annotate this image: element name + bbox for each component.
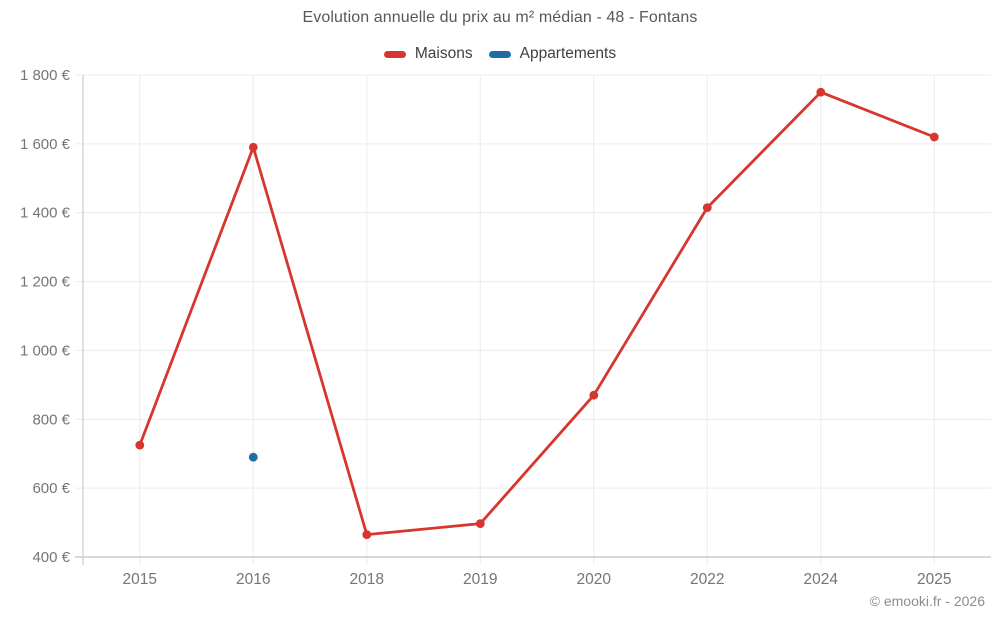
y-tick-label: 600 € [32,480,70,497]
y-tick-label: 1 400 € [20,205,71,222]
y-tick-label: 1 800 € [20,67,71,84]
legend-label-appartements: Appartements [519,45,617,62]
x-tick-label: 2019 [463,571,497,588]
x-tick-label: 2016 [236,571,270,588]
maisons-point [589,390,599,400]
x-tick-label: 2015 [123,571,157,588]
maisons-line [138,90,936,536]
x-tick-label: 2024 [804,571,839,588]
x-tick-label: 2022 [690,571,724,588]
chart-title: Evolution annuelle du prix au m² médian … [302,9,698,26]
maisons-series-swatch-icon [383,50,406,58]
maisons-point [135,440,145,450]
maisons-point [362,530,372,539]
x-tick-label: 2020 [577,571,612,588]
y-tick-label: 1 600 € [20,136,71,153]
y-tick-label: 400 € [32,549,70,566]
maisons-point [816,87,826,97]
legend-label-maisons: Maisons [414,45,473,62]
copyright-text: © emooki.fr - 2026 [869,593,985,609]
maisons-point [248,142,258,152]
x-tick-label: 2025 [917,571,951,588]
legend-item-appartements[interactable]: Appartements [488,45,617,63]
y-tick-label: 1 000 € [20,342,71,359]
appartements-series-swatch-icon [488,50,511,58]
legend-item-maisons[interactable]: Maisons [383,45,473,63]
x-tick-label: 2018 [350,571,384,588]
chart-legend: Maisons Appartements [0,45,1000,63]
appartements-point [248,452,258,462]
maisons-point [702,203,712,213]
maisons-point [929,132,939,142]
maisons-point [475,519,485,528]
y-tick-label: 800 € [32,411,70,428]
y-tick-label: 1 200 € [20,274,71,291]
